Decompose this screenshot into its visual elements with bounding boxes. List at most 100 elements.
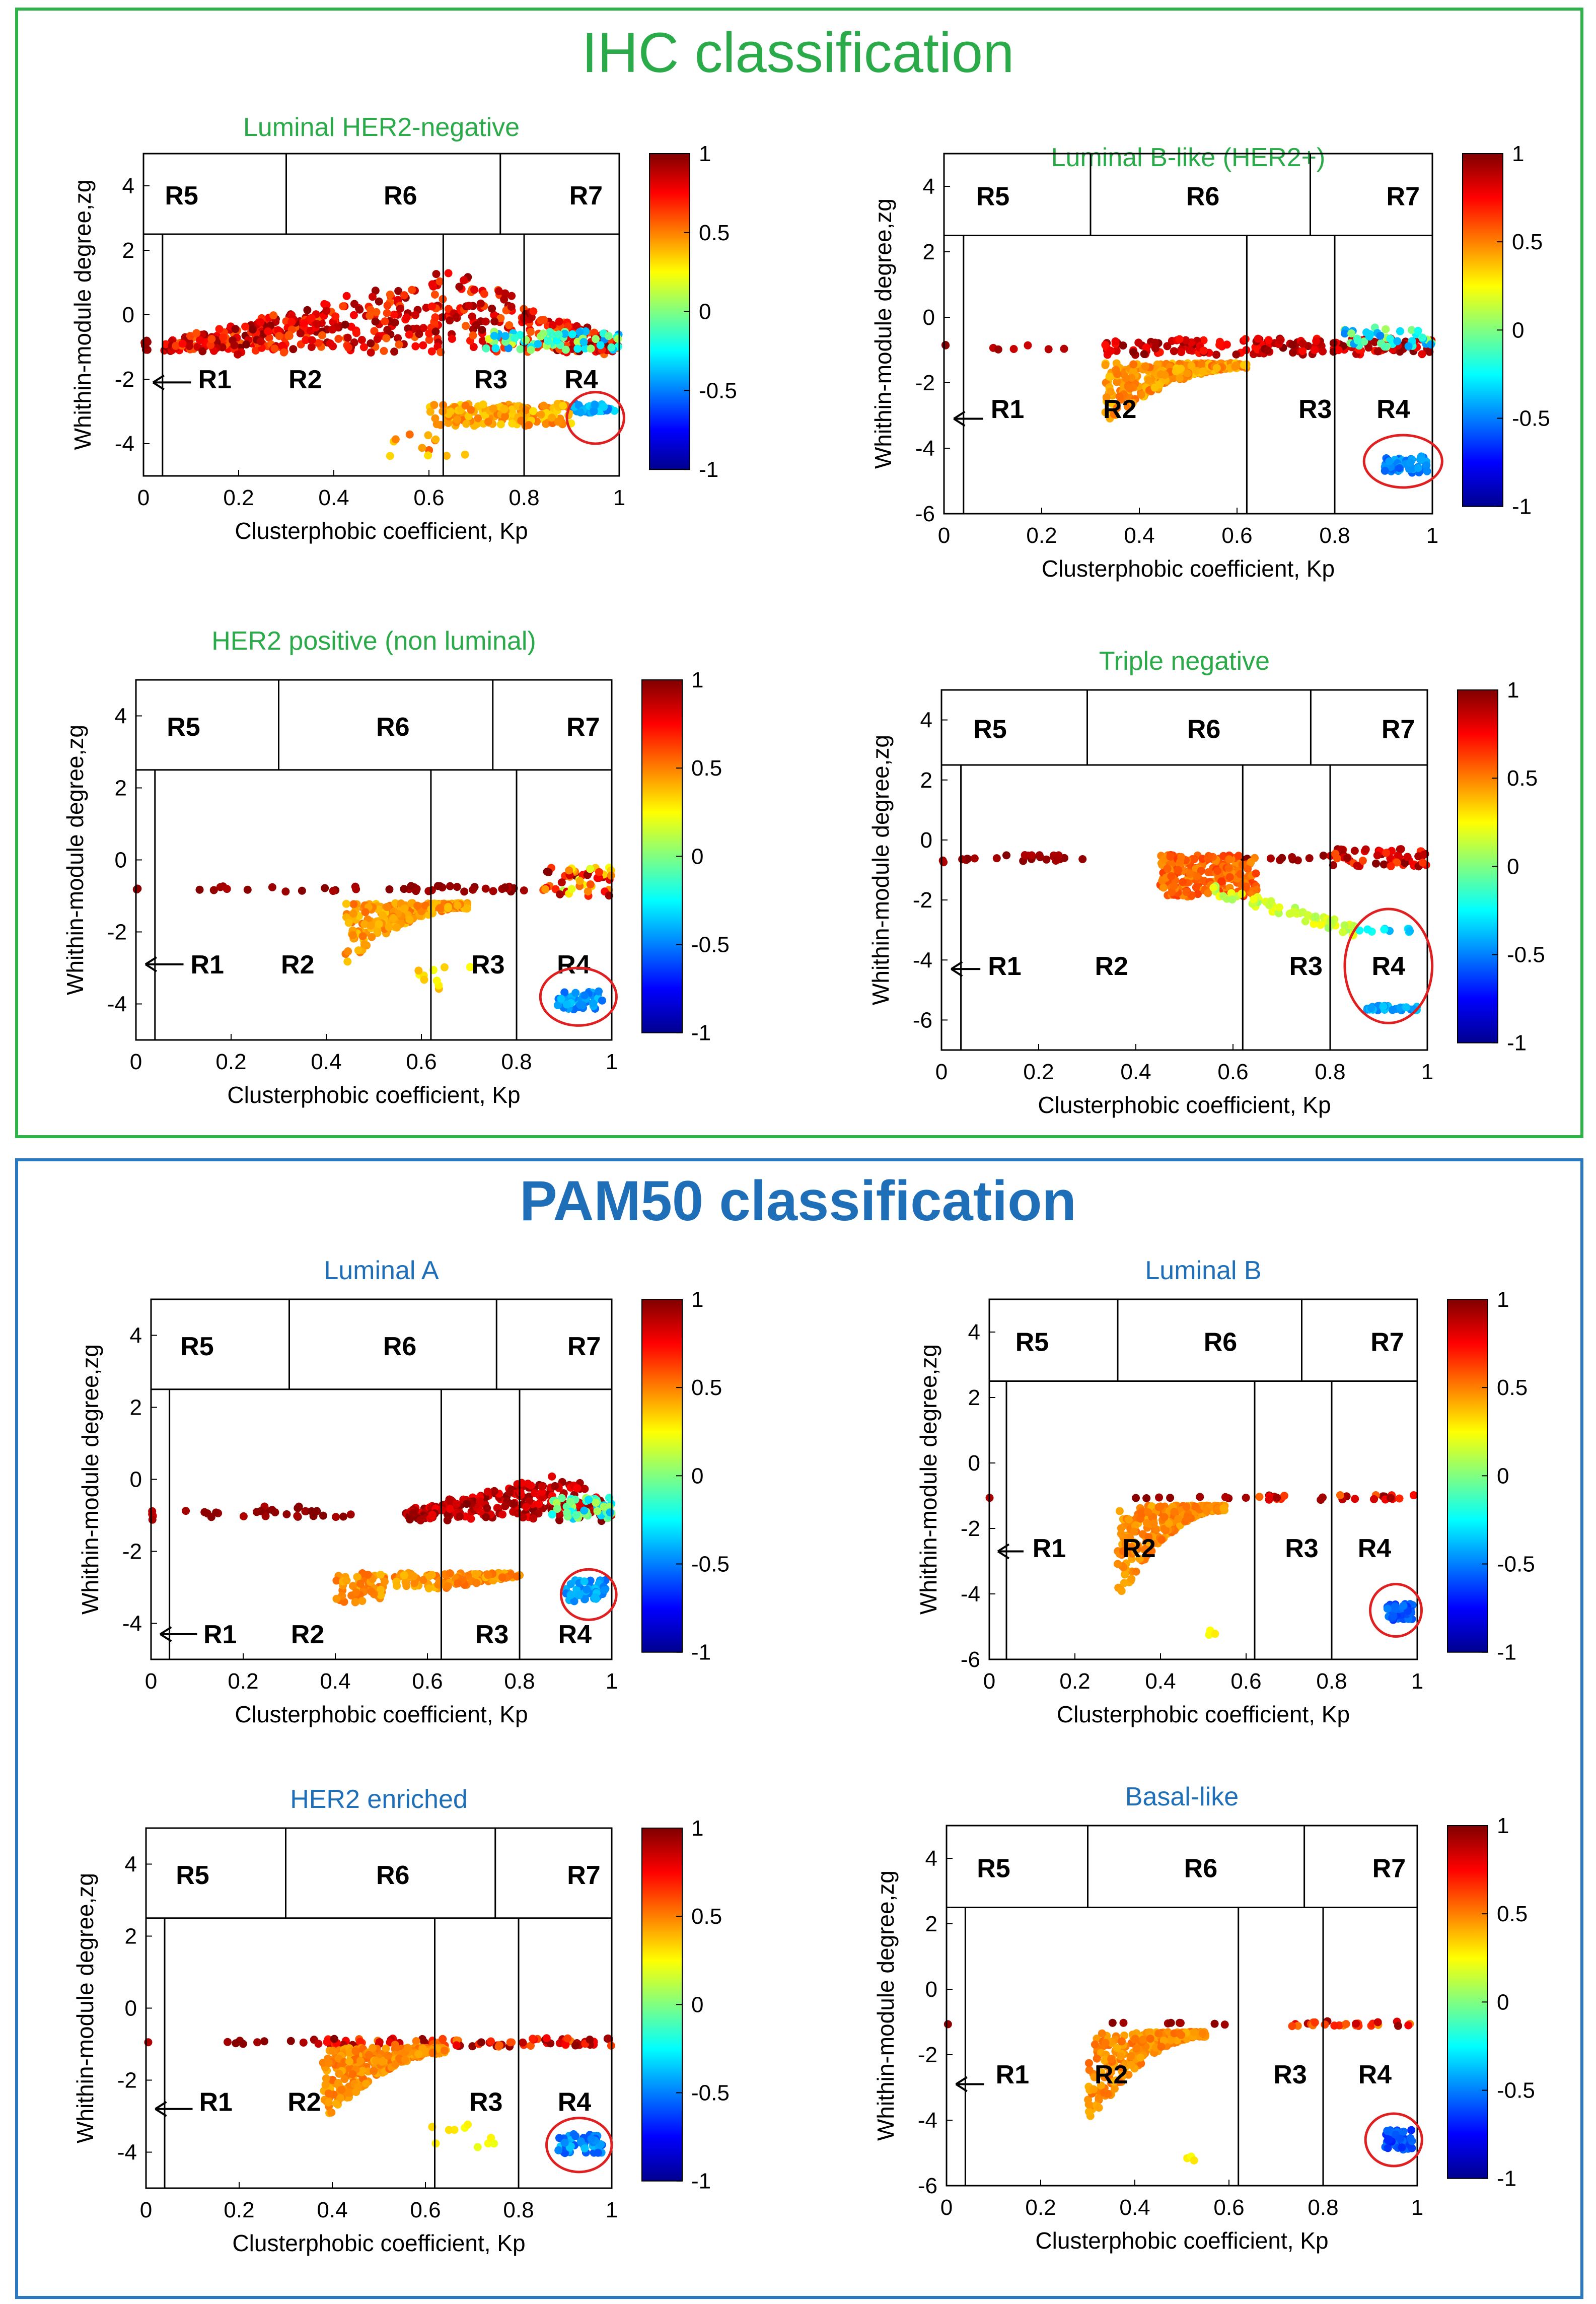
data-point <box>411 311 419 319</box>
region-label: R6 <box>383 1332 416 1361</box>
y-tick-label: 4 <box>122 174 134 198</box>
data-point <box>419 1576 427 1584</box>
data-point <box>323 2038 331 2046</box>
data-point <box>408 286 416 294</box>
data-point <box>300 319 309 327</box>
data-point <box>252 1508 261 1516</box>
data-point <box>478 336 487 345</box>
data-point <box>265 333 273 342</box>
data-point <box>215 325 224 333</box>
region-label: R1 <box>203 1620 237 1649</box>
data-point <box>1192 367 1201 375</box>
data-point <box>570 1597 578 1605</box>
data-point <box>484 1571 492 1579</box>
data-point <box>1095 2094 1103 2103</box>
data-point <box>498 1573 506 1582</box>
data-point <box>1311 2018 1319 2027</box>
data-point <box>344 343 352 352</box>
pam50-section-frame <box>15 1158 1583 2299</box>
data-point <box>390 347 399 356</box>
data-point <box>566 2142 575 2150</box>
data-point <box>281 887 290 896</box>
data-point <box>1085 2066 1094 2074</box>
data-point <box>555 2134 563 2142</box>
data-point <box>1117 1587 1126 1595</box>
data-point <box>1280 1492 1288 1500</box>
colorbar-tick-label: 0.5 <box>691 1904 722 1929</box>
chart-panel: HER2 positive (non luminal) R5 R6 R7 R1 R2 R3 R… <box>62 626 730 1108</box>
data-point <box>439 2035 447 2043</box>
data-point <box>295 1502 303 1511</box>
data-point <box>344 947 352 956</box>
x-tick-label: 0.6 <box>1217 1060 1248 1084</box>
colorbar-tick-label: 0.5 <box>699 221 730 245</box>
data-point <box>1090 2085 1098 2093</box>
data-point <box>462 1500 471 1508</box>
region-label: R2 <box>1095 952 1128 981</box>
region-label: R6 <box>1184 1854 1217 1883</box>
data-point <box>566 1497 574 1506</box>
data-point <box>1288 2022 1296 2031</box>
data-point <box>563 2034 572 2043</box>
data-point <box>970 854 979 863</box>
data-point <box>453 883 461 891</box>
y-axis-label: Whithin-module degree,zg <box>873 1870 899 2141</box>
data-point <box>431 2139 440 2148</box>
data-point <box>1113 404 1121 412</box>
region-label: R2 <box>281 950 314 980</box>
data-point <box>382 2044 390 2053</box>
data-point <box>401 2055 409 2064</box>
data-point <box>186 332 194 340</box>
data-point <box>1136 2053 1145 2062</box>
data-point <box>1137 1510 1146 1518</box>
data-points <box>132 863 615 1014</box>
data-point <box>424 1584 433 1592</box>
data-point <box>560 2138 569 2147</box>
data-point <box>1252 869 1260 878</box>
arrow-head <box>951 961 963 977</box>
data-point <box>1213 867 1222 875</box>
data-point <box>445 1495 454 1504</box>
data-point <box>1187 362 1196 370</box>
region-label: R6 <box>1186 182 1219 212</box>
y-axis-label: Whithin-module degree,zg <box>69 180 96 450</box>
data-point <box>1144 376 1153 384</box>
data-point <box>1140 350 1148 358</box>
data-point <box>330 2035 338 2043</box>
data-point <box>453 901 462 910</box>
data-point <box>489 404 497 413</box>
region-label: R4 <box>1376 395 1410 424</box>
data-point <box>380 346 388 355</box>
data-point <box>581 344 590 353</box>
data-point <box>525 421 533 430</box>
data-point <box>592 1498 600 1507</box>
data-point <box>1107 2055 1116 2063</box>
data-point <box>1113 370 1122 378</box>
data-point <box>1112 346 1121 355</box>
region-label: R7 <box>566 713 600 742</box>
data-point <box>1373 2018 1382 2027</box>
data-point <box>1151 344 1160 353</box>
region-label: R2 <box>288 365 322 394</box>
x-tick-label: 0.2 <box>215 1050 246 1074</box>
data-point <box>594 2148 603 2157</box>
data-point <box>1101 340 1110 349</box>
data-point <box>1100 2088 1108 2097</box>
data-point <box>1383 1604 1392 1613</box>
x-tick-label: 0.8 <box>1308 2195 1338 2220</box>
data-point <box>424 451 432 460</box>
data-point <box>445 2126 453 2134</box>
data-point <box>428 1510 437 1519</box>
x-tick-label: 0.4 <box>1119 2195 1150 2220</box>
data-point <box>359 343 368 352</box>
data-point <box>470 286 478 294</box>
data-point <box>1395 464 1404 472</box>
colorbar-tick-label: 0 <box>691 1992 703 2017</box>
chart-title: Luminal B-like (HER2+) <box>1051 143 1326 172</box>
data-point <box>428 2048 437 2057</box>
y-axis-label: Whithin-module degree,zg <box>77 1344 103 1615</box>
data-point <box>1350 847 1359 855</box>
colorbar-tick-label: -1 <box>691 2169 711 2194</box>
data-point <box>490 311 498 319</box>
data-point <box>1113 378 1121 386</box>
